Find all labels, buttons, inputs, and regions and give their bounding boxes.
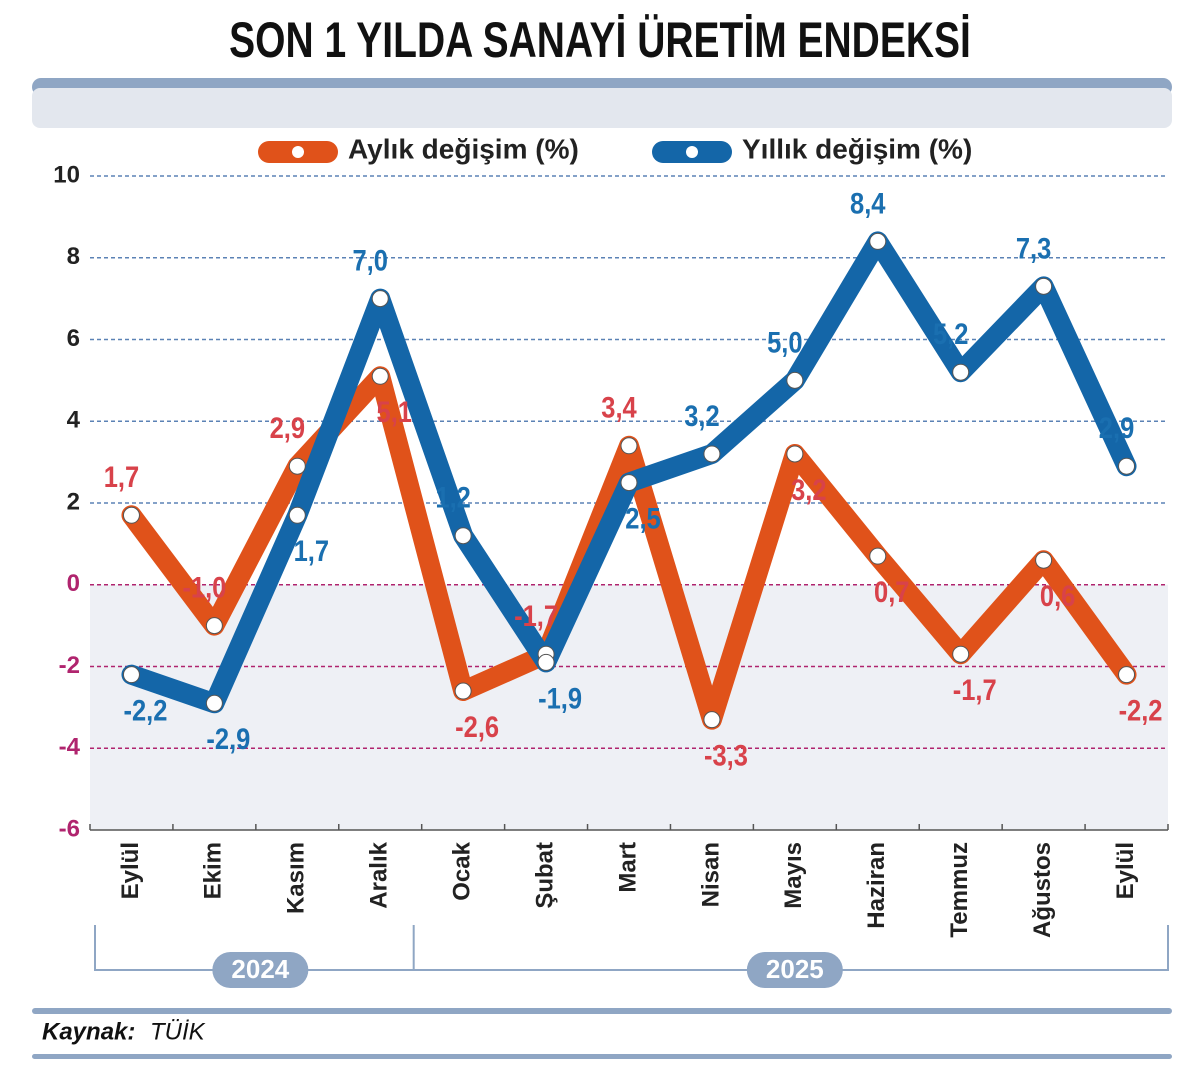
legend-dot: [292, 146, 304, 158]
data-point: [371, 290, 389, 308]
data-point: [205, 694, 223, 712]
year-pill: [212, 952, 309, 988]
x-tick-label: Eylül: [117, 842, 144, 899]
data-label: 5,1: [377, 395, 412, 428]
data-point: [869, 547, 887, 565]
data-label: 5,0: [767, 325, 802, 358]
y-tick-label: 6: [67, 325, 80, 352]
year-pill: [746, 952, 843, 988]
year-label: 2024: [231, 954, 289, 984]
x-tick-label: Aralık: [366, 841, 393, 908]
data-point: [122, 666, 140, 684]
data-point: [952, 363, 970, 381]
footer-band: [32, 1054, 1172, 1059]
legend-label: Aylık değişim (%): [348, 133, 579, 164]
data-point: [952, 645, 970, 663]
data-point: [371, 367, 389, 385]
x-tick-label: Mart: [614, 842, 641, 893]
data-label: -2,9: [206, 722, 250, 755]
data-label: 3,2: [791, 473, 826, 506]
x-tick-label: Ekim: [200, 842, 227, 899]
data-point: [703, 445, 721, 463]
data-label: -1,0: [182, 571, 226, 604]
data-label: 0,7: [874, 575, 909, 608]
data-label: 8,4: [850, 186, 886, 219]
legend-dot: [686, 146, 698, 158]
data-label: 1,7: [294, 534, 329, 567]
data-label: 5,2: [933, 317, 968, 350]
data-point: [620, 474, 638, 492]
data-label: -2,2: [1119, 694, 1163, 727]
data-label: 2,5: [625, 502, 660, 535]
data-point: [454, 682, 472, 700]
y-tick-label: 10: [53, 161, 80, 188]
data-point: [620, 437, 638, 455]
x-tick-label: Mayıs: [780, 842, 807, 909]
footer-band: [32, 1008, 1172, 1014]
data-point: [537, 653, 555, 671]
data-point: [1035, 551, 1053, 569]
data-point: [454, 527, 472, 545]
data-point: [288, 506, 306, 524]
y-tick-label: -6: [59, 815, 80, 842]
legend-label: Yıllık değişim (%): [742, 133, 972, 164]
chart-title: SON 1 YILDA SANAYİ ÜRETİM ENDEKSİ: [229, 11, 971, 68]
data-label: 2,9: [270, 411, 305, 444]
data-point: [1118, 457, 1136, 475]
data-point: [1035, 277, 1053, 295]
source: TÜİK: [150, 1018, 206, 1045]
data-label: -1,9: [538, 681, 582, 714]
data-point: [703, 711, 721, 729]
x-tick-label: Ocak: [448, 841, 475, 900]
data-label: 3,4: [601, 391, 637, 424]
data-label: -2,6: [455, 710, 499, 743]
x-tick-label: Nisan: [697, 842, 724, 907]
data-label: -2,2: [124, 694, 168, 727]
data-label: 1,2: [435, 481, 470, 514]
x-tick-label: Ağustos: [1029, 842, 1056, 938]
data-label: 0,6: [1040, 579, 1075, 612]
y-tick-label: 8: [67, 243, 80, 270]
source-label: Kaynak:: [42, 1018, 135, 1045]
data-label: 7,0: [353, 244, 388, 277]
data-label: 2,9: [1099, 411, 1134, 444]
data-point: [205, 617, 223, 635]
year-label: 2025: [766, 954, 824, 984]
data-point: [288, 457, 306, 475]
data-label: 1,7: [104, 460, 139, 493]
x-tick-label: Temmuz: [946, 842, 973, 938]
x-tick-label: Kasım: [283, 842, 310, 914]
data-point: [122, 506, 140, 524]
year-bracket: [94, 925, 1169, 971]
y-tick-label: 0: [67, 570, 80, 597]
data-label: -3,3: [704, 739, 748, 772]
data-point: [1118, 666, 1136, 684]
data-label: 3,2: [684, 399, 719, 432]
data-label: 7,3: [1016, 231, 1051, 264]
x-tick-label: Haziran: [863, 842, 890, 929]
data-point: [786, 445, 804, 463]
x-tick-label: Eylül: [1112, 842, 1139, 899]
data-label: -1,7: [514, 599, 558, 632]
x-tick-label: Şubat: [531, 842, 558, 909]
y-tick-label: -4: [59, 734, 81, 761]
data-label: -1,7: [953, 673, 997, 706]
data-point: [786, 371, 804, 389]
header-panel: [32, 88, 1172, 128]
data-point: [869, 232, 887, 250]
y-tick-label: 4: [67, 407, 81, 434]
y-tick-label: -2: [59, 652, 80, 679]
y-tick-label: 2: [67, 488, 80, 515]
